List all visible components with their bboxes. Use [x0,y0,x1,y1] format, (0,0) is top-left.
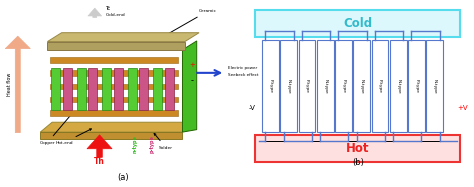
FancyBboxPatch shape [51,68,60,110]
FancyBboxPatch shape [335,40,352,132]
Text: Hot-end: Hot-end [55,129,91,145]
FancyBboxPatch shape [88,68,97,110]
FancyBboxPatch shape [139,68,148,110]
Text: P-type: P-type [341,79,346,93]
Text: N-type: N-type [396,79,400,93]
FancyBboxPatch shape [76,68,85,110]
Polygon shape [40,122,194,132]
FancyBboxPatch shape [50,57,178,63]
FancyBboxPatch shape [299,40,315,132]
FancyBboxPatch shape [255,135,460,162]
Polygon shape [47,33,199,42]
FancyBboxPatch shape [50,84,178,89]
Text: N-type: N-type [323,79,327,93]
FancyBboxPatch shape [50,70,178,76]
Text: +V: +V [457,105,468,111]
FancyBboxPatch shape [317,40,334,132]
FancyBboxPatch shape [165,68,174,110]
Text: N-type: N-type [287,79,291,93]
Text: Seebeck effect: Seebeck effect [228,73,258,76]
FancyBboxPatch shape [47,42,185,50]
FancyBboxPatch shape [426,40,443,132]
FancyBboxPatch shape [154,68,162,110]
Text: Th: Th [94,157,105,166]
FancyBboxPatch shape [408,40,425,132]
Text: -: - [191,77,193,86]
FancyBboxPatch shape [50,97,178,102]
Text: P-type: P-type [305,79,309,93]
Text: Ceramic: Ceramic [162,9,217,37]
FancyBboxPatch shape [280,40,297,132]
Text: Heat flow: Heat flow [7,73,11,96]
FancyBboxPatch shape [40,132,182,139]
FancyBboxPatch shape [50,110,178,116]
Text: (b): (b) [352,158,364,167]
FancyBboxPatch shape [390,40,407,132]
FancyBboxPatch shape [102,68,111,110]
Text: n-type: n-type [133,136,137,154]
FancyBboxPatch shape [372,40,388,132]
FancyBboxPatch shape [262,40,279,132]
Text: N-type: N-type [360,79,364,93]
Text: P-type: P-type [268,79,273,93]
Text: P-type: P-type [378,79,382,93]
Text: p-type: p-type [149,136,154,154]
Text: +: + [189,62,195,68]
FancyBboxPatch shape [128,68,137,110]
FancyBboxPatch shape [255,10,460,37]
Text: Solder: Solder [154,133,173,150]
Text: Cold-end: Cold-end [105,13,125,17]
Text: Hot: Hot [346,142,370,155]
Text: Copper: Copper [40,112,73,145]
Text: Cold: Cold [343,17,373,30]
Polygon shape [182,41,197,132]
Text: Electric power: Electric power [228,66,257,70]
Text: -V: -V [249,105,255,111]
FancyBboxPatch shape [114,68,123,110]
Text: (a): (a) [118,173,129,182]
FancyBboxPatch shape [63,68,72,110]
Text: Tc: Tc [105,6,111,11]
Text: N-type: N-type [433,79,437,93]
FancyBboxPatch shape [353,40,370,132]
Text: P-type: P-type [414,79,419,93]
